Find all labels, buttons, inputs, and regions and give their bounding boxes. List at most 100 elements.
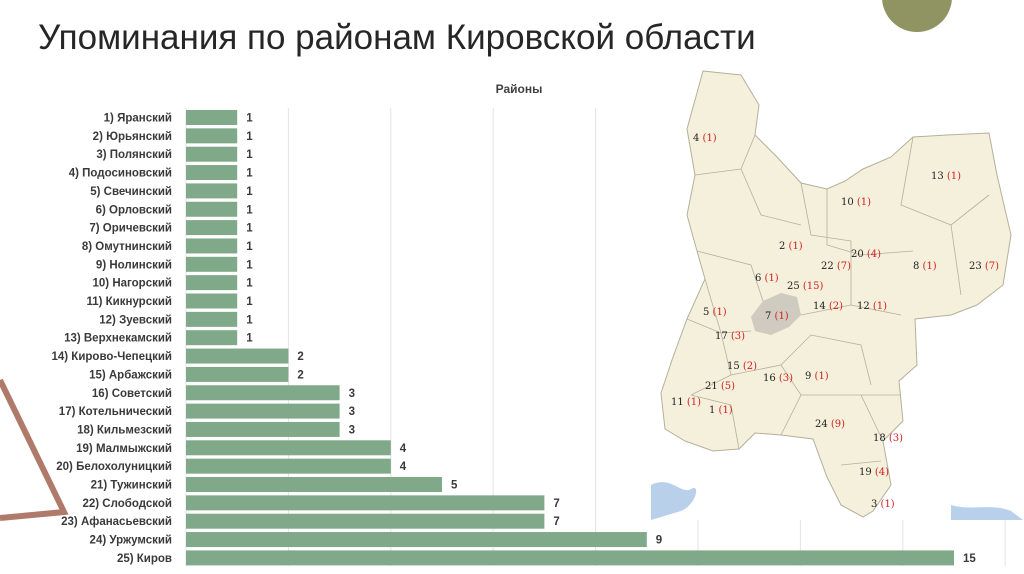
bar	[186, 348, 289, 364]
bar	[186, 238, 238, 254]
category-label: 19) Малмыжский	[76, 443, 172, 455]
district-count: (1)	[814, 371, 829, 382]
district-count: (4)	[874, 467, 890, 478]
map-land	[660, 70, 1012, 518]
value-label: 2	[297, 351, 303, 363]
bar	[186, 165, 238, 181]
district-count: (2)	[742, 361, 758, 372]
value-label: 1	[246, 278, 253, 290]
value-label: 1	[246, 131, 253, 143]
category-label: 9) Нолинский	[96, 259, 172, 271]
bar	[186, 220, 238, 236]
category-label: 5) Свечинский	[90, 186, 172, 198]
district-number: 20	[851, 249, 867, 260]
category-label: 13) Верхнекамский	[64, 333, 172, 345]
district-number: 4	[693, 133, 703, 144]
value-label: 1	[246, 223, 253, 235]
district-number: 25	[787, 281, 803, 292]
bar	[186, 513, 545, 529]
district-count: (1)	[718, 405, 733, 416]
district-label: 6 (1)	[755, 273, 779, 284]
district-label: 16 (3)	[763, 373, 793, 384]
district-count: (1)	[788, 241, 803, 252]
district-count: (1)	[856, 197, 872, 208]
chart-bars	[186, 110, 954, 566]
value-label: 7	[553, 516, 559, 528]
district-label: 20 (4)	[851, 249, 881, 260]
bar	[186, 550, 954, 566]
district-count: (2)	[828, 301, 844, 312]
category-label: 14) Кирово-Чепецкий	[51, 351, 172, 363]
district-label: 14 (2)	[813, 301, 843, 312]
district-count: (15)	[802, 281, 824, 292]
district-number: 17	[715, 331, 731, 342]
kirov-city-area	[751, 293, 801, 335]
district-number: 7	[765, 311, 775, 322]
district-label: 1 (1)	[709, 405, 733, 416]
value-label: 4	[400, 443, 407, 455]
bar	[186, 183, 238, 199]
bar	[186, 128, 238, 144]
value-label: 1	[246, 241, 253, 253]
district-count: (1)	[764, 273, 779, 284]
value-label: 9	[656, 535, 662, 547]
value-label: 3	[349, 406, 355, 418]
bar	[186, 495, 545, 511]
decorative-stripe	[0, 378, 69, 521]
category-label: 4) Подосиновский	[69, 168, 172, 180]
value-label: 3	[349, 388, 355, 400]
bar	[186, 256, 238, 272]
water-area	[651, 482, 697, 520]
district-number: 9	[805, 371, 815, 382]
district-count: (7)	[836, 261, 852, 272]
category-label: 17) Котельнический	[59, 406, 172, 418]
value-label: 1	[246, 296, 253, 308]
district-count: (3)	[888, 433, 904, 444]
district-label: 8 (1)	[913, 261, 937, 272]
district-number: 22	[821, 261, 837, 272]
category-label: 21) Тужинский	[91, 480, 172, 492]
district-number: 13	[931, 171, 947, 182]
bar	[186, 293, 238, 309]
category-label: 2) Юрьянский	[93, 131, 172, 143]
value-label: 1	[246, 113, 253, 125]
category-label: 12) Зуевский	[99, 314, 172, 326]
district-label: 2 (1)	[779, 241, 803, 252]
category-label: 16) Советский	[92, 388, 172, 400]
district-count: (1)	[686, 397, 702, 408]
district-number: 19	[859, 467, 875, 478]
bar	[186, 403, 340, 419]
district-label: 23 (7)	[969, 261, 999, 272]
bar	[186, 421, 340, 437]
district-number: 6	[755, 273, 765, 284]
kirov-region-map: 4 (1) 13 (1) 10 (1) 2 (1) 20 (4) 22 (7) 8 (1) 2…	[651, 65, 1023, 520]
district-label: 24 (9)	[815, 419, 845, 430]
district-count: (1)	[702, 133, 717, 144]
district-label: 7 (1)	[765, 311, 789, 322]
category-label: 7) Оричевский	[89, 223, 172, 235]
bar	[186, 201, 238, 217]
category-label: 3) Полянский	[96, 149, 172, 161]
category-label: 8) Омутнинский	[82, 241, 172, 253]
map-shape	[651, 70, 1023, 520]
district-number: 15	[727, 361, 743, 372]
district-count: (9)	[830, 419, 846, 430]
category-label: 24) Уржумский	[90, 535, 172, 547]
chart-title: Районы	[496, 82, 543, 96]
district-label: 22 (7)	[821, 261, 851, 272]
district-number: 16	[763, 373, 779, 384]
district-number: 14	[813, 301, 829, 312]
bar	[186, 330, 238, 346]
district-label: 10 (1)	[841, 197, 871, 208]
bar	[186, 458, 391, 474]
value-label: 1	[246, 149, 253, 161]
district-label: 4 (1)	[693, 133, 717, 144]
district-borders	[686, 134, 990, 466]
district-count: (1)	[774, 311, 789, 322]
value-label: 1	[246, 314, 253, 326]
category-label: 1) Яранский	[104, 113, 172, 125]
district-label: 11 (1)	[671, 397, 701, 408]
district-number: 8	[913, 261, 923, 272]
district-label: 5 (1)	[703, 307, 727, 318]
